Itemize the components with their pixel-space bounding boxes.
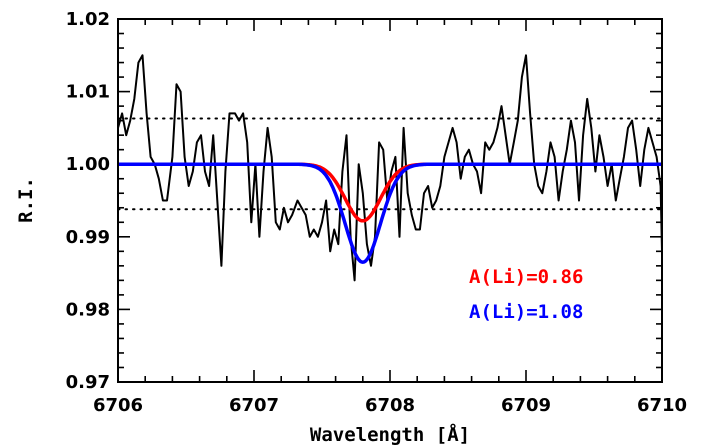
y-tick-label: 0.97 (66, 372, 110, 393)
x-tick-label: 6710 (637, 395, 687, 416)
y-tick-label: 0.99 (66, 227, 110, 248)
x-tick-label: 6707 (229, 395, 279, 416)
y-tick-label: 0.98 (66, 299, 110, 320)
annotation-ali-086: A(Li)=0.86 (469, 266, 583, 288)
y-tick-label: 1.01 (66, 82, 110, 103)
y-axis-label: R.I. (15, 177, 37, 223)
y-tick-label: 1.02 (66, 9, 110, 30)
x-tick-label: 6709 (501, 395, 551, 416)
annotation-ali-108: A(Li)=1.08 (469, 301, 583, 323)
x-axis-label: Wavelength [Å] (310, 422, 470, 446)
y-tick-label: 1.00 (66, 154, 110, 175)
x-tick-label: 6708 (365, 395, 415, 416)
x-tick-label: 6706 (93, 395, 143, 416)
